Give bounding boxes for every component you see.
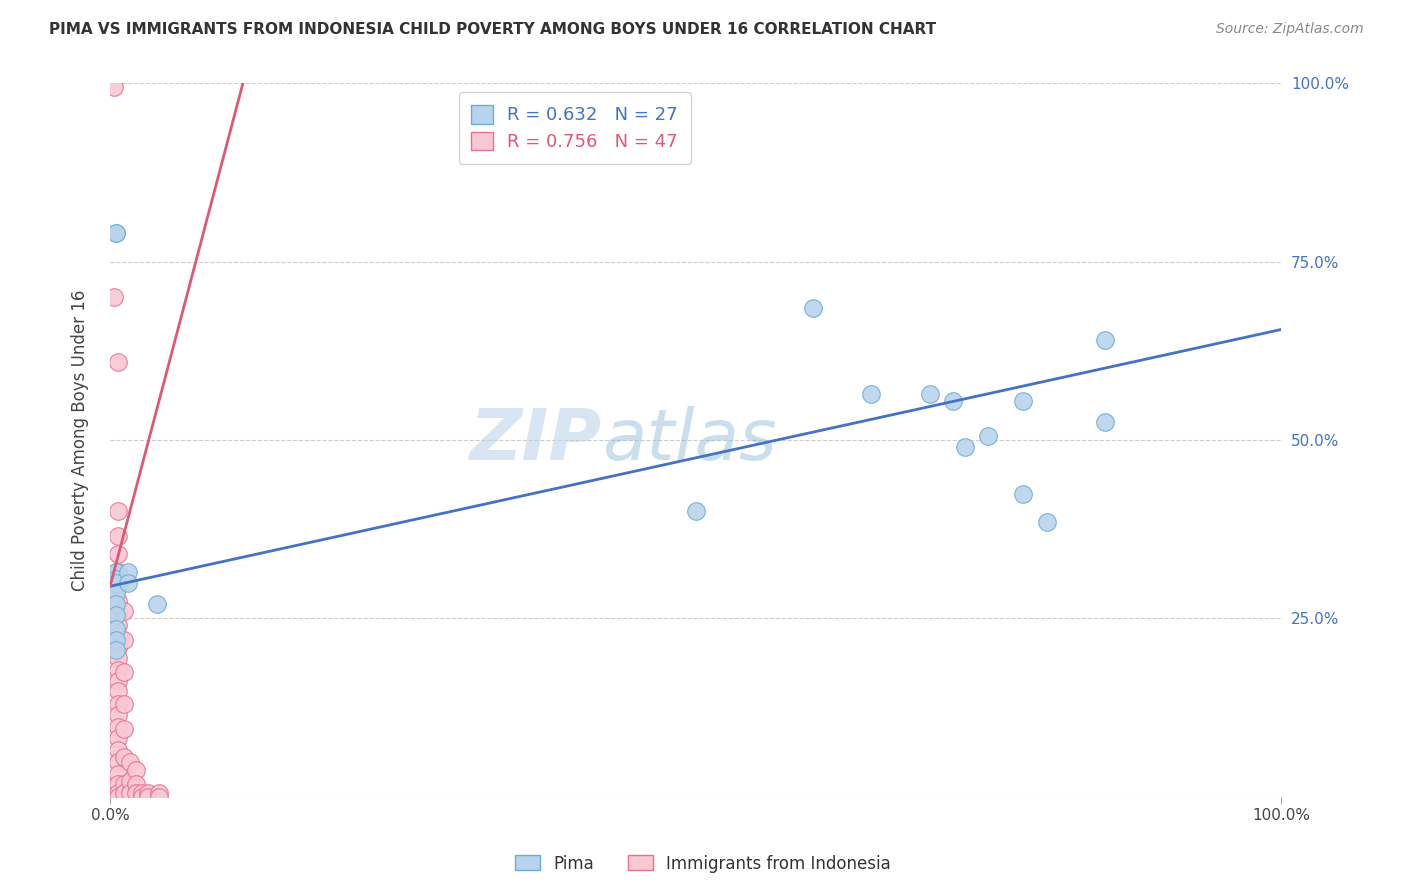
Y-axis label: Child Poverty Among Boys Under 16: Child Poverty Among Boys Under 16 <box>72 289 89 591</box>
Point <box>117 565 139 579</box>
Point <box>125 786 148 800</box>
Point <box>104 226 127 240</box>
Point <box>104 565 127 579</box>
Text: atlas: atlas <box>602 406 776 475</box>
Point <box>104 226 127 240</box>
Point <box>148 789 170 804</box>
Point <box>107 731 129 746</box>
Point <box>107 354 129 368</box>
Point <box>801 301 824 315</box>
Point <box>117 575 139 590</box>
Point <box>1094 333 1116 347</box>
Legend: Pima, Immigrants from Indonesia: Pima, Immigrants from Indonesia <box>509 848 897 880</box>
Point <box>112 632 135 647</box>
Point <box>107 720 129 734</box>
Point <box>107 529 129 543</box>
Point <box>112 750 135 764</box>
Point <box>104 586 127 600</box>
Point <box>685 504 707 518</box>
Point <box>107 786 129 800</box>
Text: PIMA VS IMMIGRANTS FROM INDONESIA CHILD POVERTY AMONG BOYS UNDER 16 CORRELATION : PIMA VS IMMIGRANTS FROM INDONESIA CHILD … <box>49 22 936 37</box>
Point <box>103 290 125 304</box>
Point <box>977 429 1000 443</box>
Point <box>118 756 141 770</box>
Point <box>118 786 141 800</box>
Point <box>112 777 135 791</box>
Point <box>107 618 129 632</box>
Point <box>953 440 976 454</box>
Text: Source: ZipAtlas.com: Source: ZipAtlas.com <box>1216 22 1364 37</box>
Point <box>148 786 170 800</box>
Point <box>104 575 127 590</box>
Point <box>104 622 127 636</box>
Point <box>103 80 125 95</box>
Point <box>125 777 148 791</box>
Point <box>146 597 169 611</box>
Point <box>1094 415 1116 429</box>
Point <box>107 674 129 689</box>
Point <box>107 756 129 770</box>
Point <box>107 789 129 804</box>
Point <box>107 697 129 711</box>
Point <box>107 743 129 757</box>
Point <box>107 663 129 677</box>
Point <box>104 643 127 657</box>
Point <box>107 650 129 665</box>
Point <box>112 786 135 800</box>
Point <box>112 604 135 618</box>
Point <box>131 789 153 804</box>
Point <box>918 386 941 401</box>
Point <box>107 593 129 607</box>
Text: ZIP: ZIP <box>470 406 602 475</box>
Point <box>104 565 127 579</box>
Point <box>1012 486 1035 500</box>
Point <box>104 607 127 622</box>
Point <box>104 597 127 611</box>
Point <box>107 504 129 518</box>
Point <box>107 640 129 654</box>
Point <box>107 547 129 561</box>
Point <box>107 777 129 791</box>
Point <box>107 606 129 620</box>
Point <box>136 786 159 800</box>
Point <box>860 386 883 401</box>
Point <box>112 697 135 711</box>
Point <box>104 572 127 586</box>
Point <box>107 629 129 643</box>
Point <box>107 767 129 781</box>
Point <box>942 393 965 408</box>
Point <box>136 789 159 804</box>
Point <box>107 579 129 593</box>
Point <box>112 722 135 736</box>
Point <box>1036 515 1059 529</box>
Point <box>112 665 135 679</box>
Point <box>104 632 127 647</box>
Point <box>107 707 129 722</box>
Point <box>107 565 129 579</box>
Point <box>118 774 141 789</box>
Point <box>107 684 129 698</box>
Point <box>131 786 153 800</box>
Legend: R = 0.632   N = 27, R = 0.756   N = 47: R = 0.632 N = 27, R = 0.756 N = 47 <box>458 93 690 163</box>
Point <box>1012 393 1035 408</box>
Point <box>125 763 148 777</box>
